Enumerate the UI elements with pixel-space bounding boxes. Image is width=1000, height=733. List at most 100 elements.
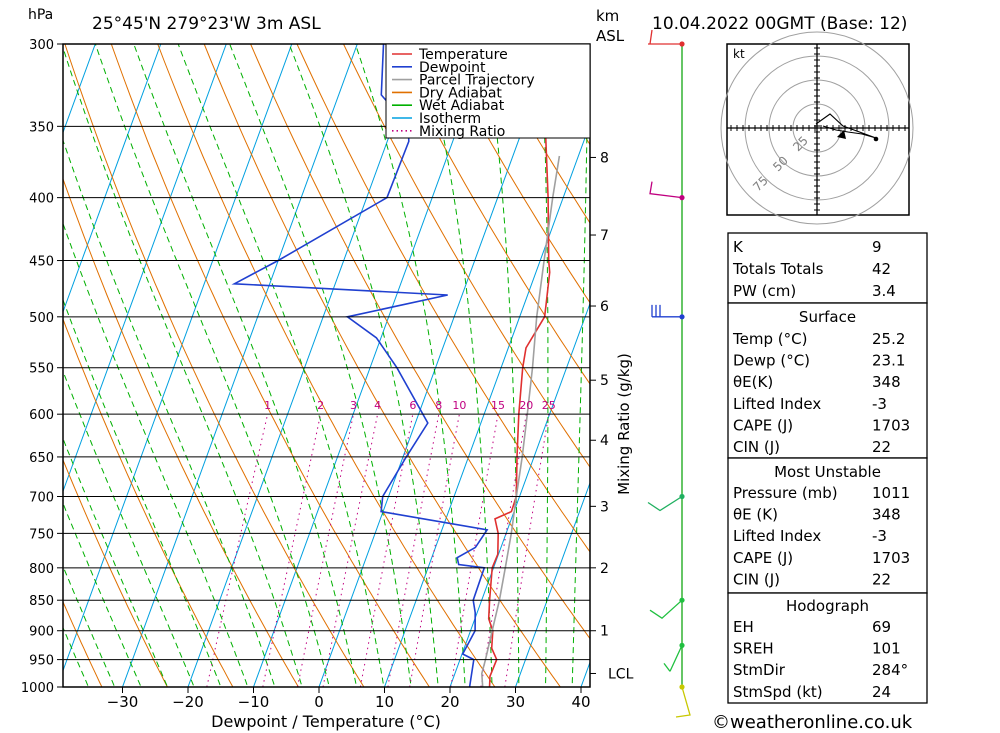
surface-value: 348 bbox=[872, 373, 901, 391]
pressure-tick-label: 600 bbox=[29, 408, 54, 423]
series-dewpoint bbox=[231, 44, 489, 687]
wet-adiabat-line bbox=[485, 44, 520, 687]
table-box bbox=[727, 302, 928, 459]
pressure-tick-label: 450 bbox=[29, 255, 54, 270]
mixing-ratio-line bbox=[480, 414, 527, 687]
wind-barb bbox=[648, 29, 682, 45]
most-unstable-title: Most Unstable bbox=[774, 463, 881, 481]
surface-value: 25.2 bbox=[872, 330, 905, 348]
most-unstable-value: 1703 bbox=[872, 549, 910, 567]
mixing-ratio-value: 3 bbox=[350, 399, 357, 412]
x-tick-label: −10 bbox=[238, 693, 270, 711]
index-value: 9 bbox=[872, 238, 882, 256]
pressure-tick-label: 1000 bbox=[21, 681, 54, 696]
legend-label: Dry Adiabat bbox=[419, 85, 502, 101]
surface-label: Dewp (°C) bbox=[733, 352, 810, 370]
pressure-tick-label: 500 bbox=[29, 311, 54, 326]
wind-barb bbox=[647, 495, 683, 512]
km-axis: 8 7 6 5 4 3 2 1 LCL bbox=[590, 150, 634, 682]
pressure-tick-label: 800 bbox=[29, 562, 54, 577]
most-unstable-label: Lifted Index bbox=[733, 527, 821, 545]
dry-adiabat-line bbox=[918, 7, 1000, 713]
hodograph-table-value: 284° bbox=[872, 661, 908, 679]
table-box bbox=[727, 232, 928, 304]
isotherm-line bbox=[63, 44, 162, 314]
index-label: K bbox=[733, 238, 744, 256]
most-unstable-label: CAPE (J) bbox=[733, 549, 793, 567]
wet-adiabat-line bbox=[63, 46, 303, 687]
plot-frame bbox=[62, 43, 591, 688]
mixing-ratio-value: 6 bbox=[409, 399, 416, 412]
most-unstable-value: 348 bbox=[872, 506, 901, 524]
km-tick-label: 4 bbox=[600, 433, 609, 449]
mixing-ratio-labels: 1 2 3 4 6 8 10 15 20 25 bbox=[264, 399, 556, 412]
dry-adiabat-line bbox=[157, 44, 496, 687]
dry-adiabat-line bbox=[63, 317, 234, 687]
mixing-ratio-value: 4 bbox=[374, 399, 381, 412]
x-tick-label: 20 bbox=[440, 693, 459, 711]
dry-adiabat-line bbox=[296, 44, 590, 553]
wind-barbs bbox=[647, 29, 691, 718]
pressure-tick-label: 350 bbox=[29, 120, 54, 135]
mixing-ratio-value: 20 bbox=[519, 399, 533, 412]
legend-label: Dewpoint bbox=[419, 60, 486, 76]
most-unstable-label: Pressure (mb) bbox=[733, 484, 838, 502]
hodograph-table-title: Hodograph bbox=[786, 597, 869, 615]
pressure-tick-label: 400 bbox=[29, 192, 54, 207]
copyright: ©weatheronline.co.uk bbox=[712, 712, 913, 733]
wind-barb bbox=[675, 686, 691, 718]
mixing-ratio-line bbox=[387, 414, 440, 687]
dry-adiabat-line bbox=[482, 44, 590, 224]
most-unstable-label: θE (K) bbox=[733, 506, 778, 524]
legend-label: Temperature bbox=[418, 47, 508, 63]
hodograph-table-label: StmDir bbox=[733, 661, 786, 679]
hodograph-ring bbox=[720, 31, 914, 225]
wet-adiabat-line bbox=[63, 502, 142, 687]
wet-adiabat-line bbox=[63, 298, 222, 687]
dry-adiabat-line bbox=[389, 44, 590, 385]
dry-adiabat-line bbox=[250, 44, 590, 640]
wind-barb bbox=[649, 599, 683, 620]
pressure-tick-label: 900 bbox=[29, 625, 54, 640]
wind-barb bbox=[649, 181, 683, 199]
dry-adiabat-line bbox=[110, 44, 430, 687]
hodograph-table-value: 24 bbox=[872, 683, 891, 701]
wet-adiabat-line bbox=[229, 44, 412, 687]
mixing-ratio-value: 10 bbox=[452, 399, 466, 412]
storm-motion-marker bbox=[837, 130, 846, 139]
mixing-ratio-line bbox=[359, 414, 414, 687]
mixing-ratio-line bbox=[504, 414, 550, 687]
surface-value: 23.1 bbox=[872, 352, 905, 370]
x-tick-label: 30 bbox=[506, 693, 525, 711]
isotherm-line bbox=[514, 481, 590, 687]
hodograph-table-label: EH bbox=[733, 618, 754, 636]
location-title: 25°45'N 279°23'W 3m ASL bbox=[92, 14, 321, 34]
wet-adiabat-line bbox=[63, 222, 249, 687]
asl-unit: ASL bbox=[596, 27, 625, 45]
dry-adiabat-line bbox=[342, 44, 590, 468]
wet-adiabat-line bbox=[63, 564, 116, 687]
most-unstable-label: CIN (J) bbox=[733, 570, 780, 588]
isotherm-line bbox=[63, 44, 293, 673]
isotherm-line bbox=[121, 44, 358, 687]
km-tick-label: 7 bbox=[600, 228, 609, 244]
surface-value: 22 bbox=[872, 438, 891, 456]
dry-adiabat-line bbox=[64, 44, 365, 687]
wind-barb bbox=[651, 304, 682, 318]
isotherm-line bbox=[63, 44, 96, 134]
pressure-tick-label: 700 bbox=[29, 491, 54, 506]
surface-label: CIN (J) bbox=[733, 438, 780, 456]
mixing-ratio-line bbox=[206, 414, 269, 687]
wet-adiabats bbox=[63, 44, 589, 687]
km-tick-label: 3 bbox=[600, 499, 609, 515]
pressure-tick-label: 300 bbox=[29, 38, 54, 53]
km-tick-label: 5 bbox=[600, 373, 609, 389]
surface-title: Surface bbox=[799, 308, 856, 326]
hodograph-unit: kt bbox=[733, 47, 745, 61]
mixing-ratio-value: 25 bbox=[542, 399, 556, 412]
wet-adiabat-line bbox=[177, 44, 385, 687]
table-box bbox=[727, 457, 928, 594]
legend-label: Isotherm bbox=[419, 111, 481, 127]
dry-adiabat-line bbox=[63, 600, 103, 687]
